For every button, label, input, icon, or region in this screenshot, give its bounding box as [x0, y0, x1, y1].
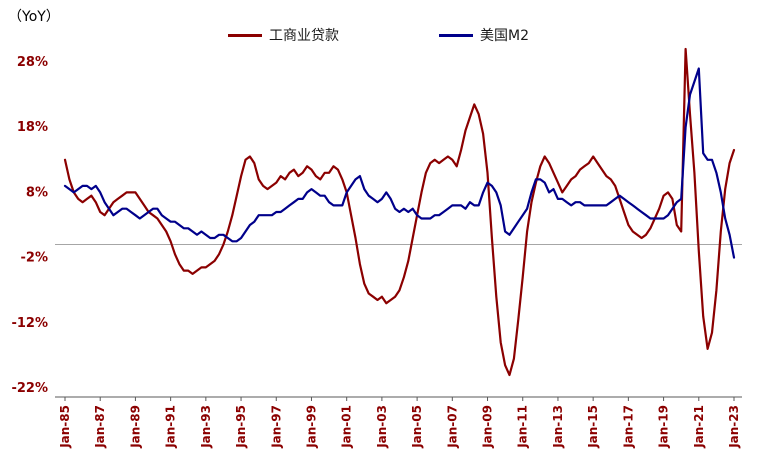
- x-tick-label: Jan-01: [340, 405, 354, 449]
- y-tick-label: 8%: [26, 185, 48, 200]
- series-line-0: [63, 47, 736, 377]
- x-tick-label: Jan-05: [410, 405, 424, 449]
- x-tick-label: Jan-19: [657, 405, 671, 449]
- x-tick-label: Jan-07: [445, 405, 459, 449]
- x-tick-label: Jan-13: [551, 405, 565, 449]
- legend: 工商业贷款 美国M2: [0, 25, 757, 45]
- x-tick-label: Jan-85: [58, 405, 72, 449]
- x-tick-label: Jan-15: [586, 405, 600, 449]
- legend-item-us-m2: 美国M2: [439, 25, 529, 45]
- x-tick-label: Jan-03: [375, 405, 389, 449]
- y-axis-unit-label: （YoY）: [8, 9, 60, 25]
- x-tick-label: Jan-09: [481, 405, 495, 449]
- x-tick-label: Jan-93: [199, 405, 213, 449]
- x-tick-label: Jan-17: [621, 405, 635, 449]
- x-tick-label: Jan-11: [516, 405, 530, 449]
- x-tick-label: Jan-87: [93, 405, 107, 449]
- legend-item-ci-loans: 工商业贷款: [228, 25, 339, 45]
- y-tick-label: -12%: [11, 316, 48, 331]
- x-tick-label: Jan-21: [692, 405, 706, 449]
- x-tick-label: Jan-91: [164, 405, 178, 449]
- legend-swatch: [439, 33, 473, 37]
- legend-swatch: [228, 33, 262, 37]
- x-tick-label: Jan-99: [304, 405, 318, 449]
- x-tick-label: Jan-95: [234, 405, 248, 449]
- x-tick-label: Jan-97: [269, 405, 283, 449]
- y-tick-label: 28%: [17, 55, 48, 70]
- y-tick-label: 18%: [17, 120, 48, 135]
- x-tick-label: Jan-89: [128, 405, 142, 449]
- legend-label: 美国M2: [480, 28, 529, 44]
- y-tick-label: -22%: [11, 381, 48, 396]
- x-tick-label: Jan-23: [727, 405, 741, 449]
- series-line-1: [63, 67, 736, 259]
- legend-label: 工商业贷款: [269, 28, 339, 44]
- y-tick-label: -2%: [21, 251, 48, 266]
